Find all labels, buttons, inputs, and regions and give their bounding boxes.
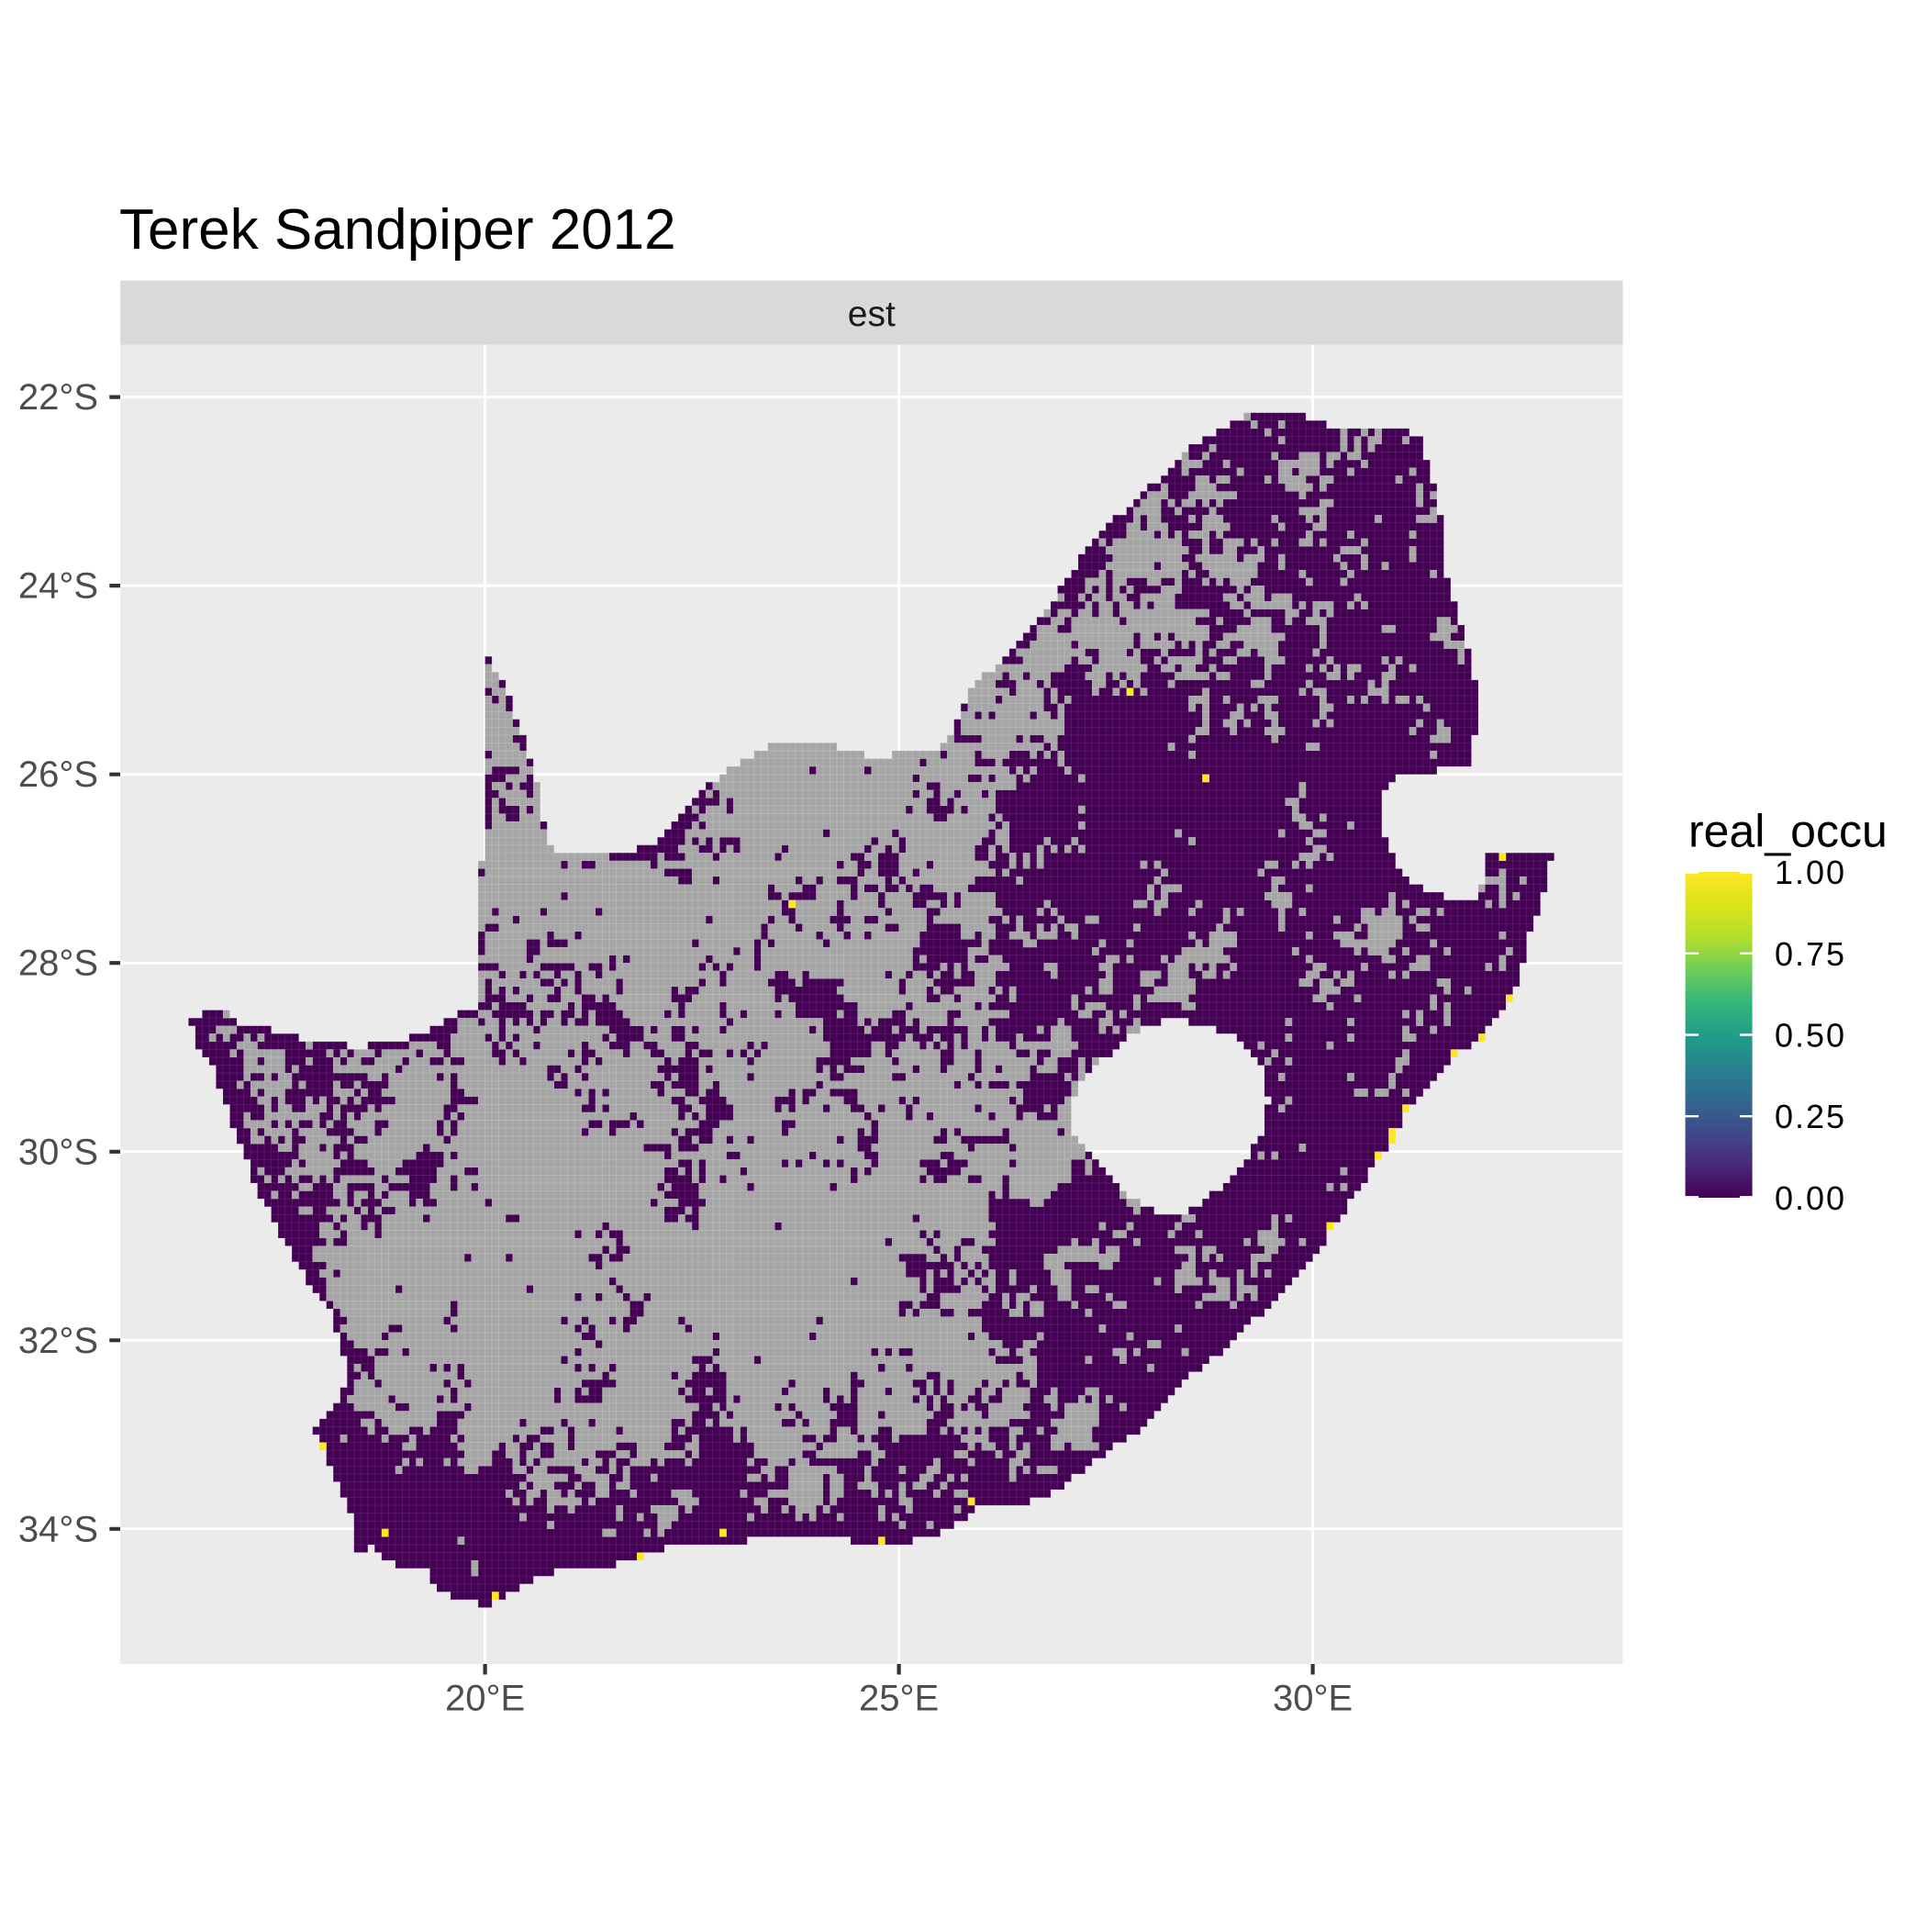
- svg-text:0.50: 0.50: [1775, 1017, 1846, 1055]
- svg-text:30°E: 30°E: [1273, 1678, 1353, 1718]
- svg-text:0.75: 0.75: [1775, 935, 1846, 973]
- svg-text:Terek Sandpiper 2012: Terek Sandpiper 2012: [119, 198, 676, 262]
- svg-text:est: est: [848, 295, 896, 334]
- svg-text:24°S: 24°S: [18, 566, 98, 607]
- svg-text:real_occu: real_occu: [1688, 806, 1888, 857]
- svg-text:0.25: 0.25: [1775, 1098, 1846, 1135]
- svg-text:25°E: 25°E: [859, 1678, 939, 1718]
- svg-text:32°S: 32°S: [18, 1321, 98, 1361]
- svg-text:22°S: 22°S: [18, 377, 98, 418]
- svg-text:1.00: 1.00: [1775, 854, 1846, 891]
- svg-text:34°S: 34°S: [18, 1509, 98, 1549]
- svg-text:0.00: 0.00: [1775, 1179, 1846, 1217]
- svg-text:30°S: 30°S: [18, 1132, 98, 1172]
- svg-text:26°S: 26°S: [18, 754, 98, 795]
- svg-text:28°S: 28°S: [18, 944, 98, 984]
- svg-text:20°E: 20°E: [445, 1678, 525, 1718]
